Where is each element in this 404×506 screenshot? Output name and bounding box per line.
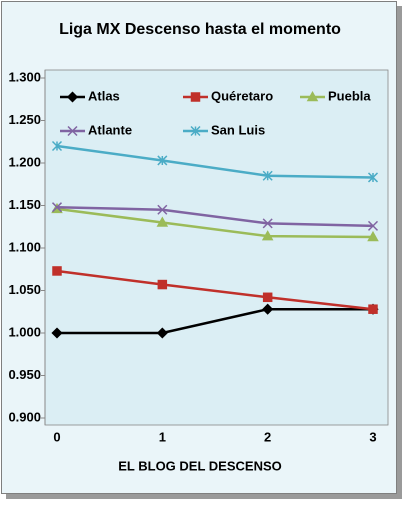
y-tick-label: 1.100 [8,239,41,254]
legend-label: San Luis [211,122,265,137]
marker [156,216,169,227]
marker [261,230,274,241]
series-line [56,205,374,228]
legend-label: Atlante [88,122,132,137]
y-tick-label: 1.250 [8,112,41,127]
marker [66,91,79,103]
y-tick-label: 1.200 [8,154,41,169]
legend-label: Puebla [328,88,371,103]
series-line [56,269,374,311]
x-axis-label: EL BLOG DEL DESCENSO [118,458,282,473]
marker [157,204,168,215]
y-tick-label: 0.950 [8,367,41,382]
legend-label: Atlas [88,88,120,103]
marker [67,125,78,137]
legend-label: Quéretaro [211,88,273,103]
y-tick-label: 1.150 [8,197,41,212]
chart-title: Liga MX Descenso hasta el momento [59,21,341,38]
marker [52,266,62,276]
marker [367,220,379,231]
x-tick-label: 0 [53,429,60,444]
y-tick-label: 1.050 [8,282,41,297]
y-tick-label: 0.900 [8,409,41,424]
marker [367,172,379,183]
marker [157,155,168,166]
marker [262,292,273,303]
plot-area [44,69,389,426]
marker [262,170,273,181]
marker [156,327,168,339]
series-line [56,207,374,239]
marker [51,140,63,152]
marker [157,279,168,290]
marker [368,304,378,314]
series-line [56,144,374,179]
x-tick-label: 2 [264,429,271,444]
y-tick-label: 1.000 [8,324,41,339]
marker [190,92,201,102]
x-tick-label: 3 [369,429,376,444]
marker [51,327,63,339]
x-tick-label: 1 [159,429,166,444]
marker [306,90,319,102]
marker [190,125,201,137]
series-line [57,307,373,335]
marker [367,230,379,242]
marker [51,202,63,213]
marker [262,218,273,229]
marker [262,303,274,315]
y-tick-label: 1.300 [8,69,41,84]
